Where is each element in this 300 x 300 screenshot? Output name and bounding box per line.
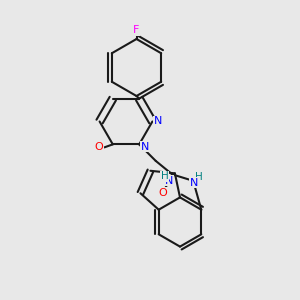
Text: F: F bbox=[133, 25, 140, 35]
Text: O: O bbox=[94, 142, 103, 152]
Text: O: O bbox=[158, 188, 167, 198]
Text: H: H bbox=[160, 171, 168, 181]
Text: H: H bbox=[195, 172, 203, 182]
Text: N: N bbox=[165, 176, 174, 186]
Text: N: N bbox=[154, 116, 162, 127]
Text: N: N bbox=[140, 142, 149, 152]
Text: N: N bbox=[190, 178, 198, 188]
